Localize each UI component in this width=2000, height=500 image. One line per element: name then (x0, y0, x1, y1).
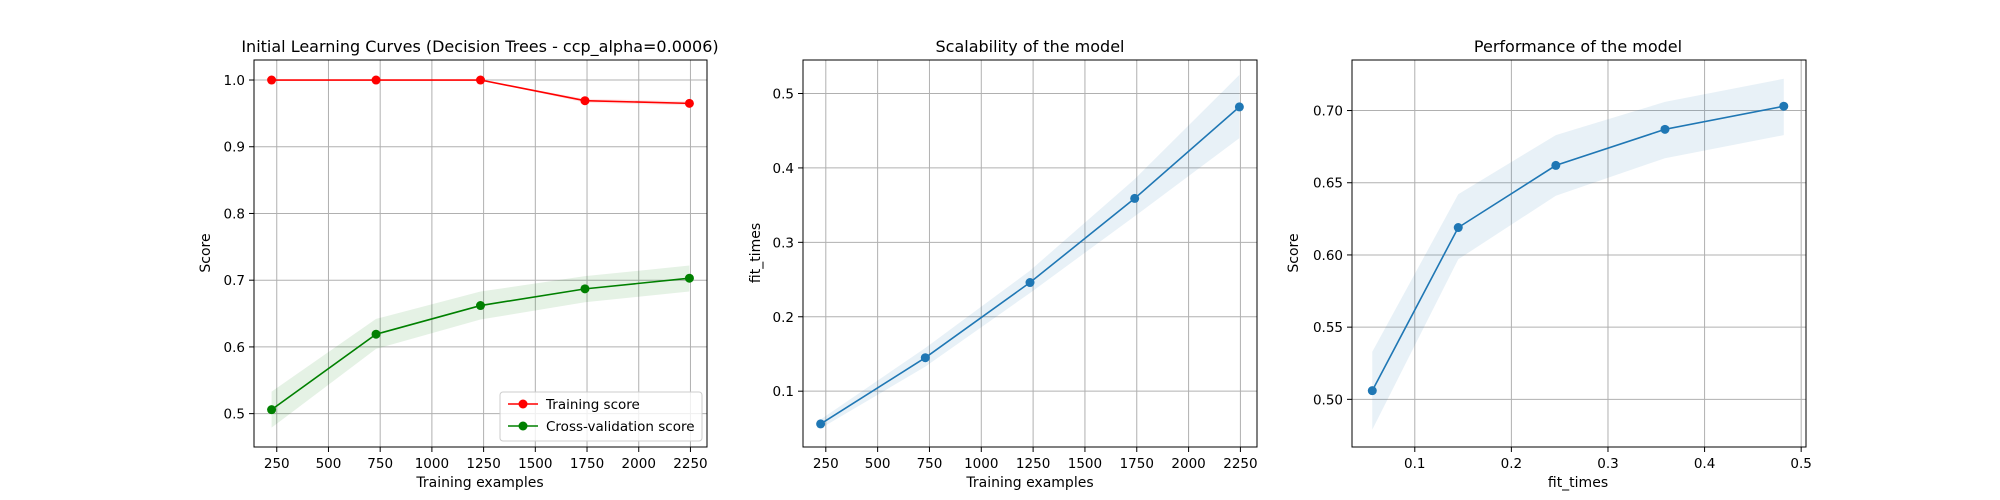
x-tick-label: 750 (917, 456, 943, 472)
chart-3-grid (1352, 60, 1806, 447)
chart-1-yticks: 0.5 0.6 0.7 0.8 0.9 1.0 (224, 73, 254, 423)
series-0-point (920, 353, 930, 363)
series-0-point (684, 98, 694, 108)
series-1-point (476, 301, 485, 311)
y-tick-label: 0.5 (773, 86, 794, 102)
x-tick-label: 250 (264, 456, 290, 472)
x-tick-label: 1250 (466, 456, 500, 472)
series-0-point (1660, 124, 1670, 134)
x-tick-label: 1000 (415, 456, 449, 472)
chart-2-frame (802, 59, 1258, 448)
x-tick-label: 2000 (622, 456, 656, 472)
x-tick-label: 250 (813, 456, 839, 472)
y-tick-label: 0.7 (224, 273, 245, 289)
series-0-point (816, 419, 826, 429)
x-tick-label: 1500 (1068, 456, 1102, 472)
chart-scalability: Scalability of the model 250 500 750 1000 12… (748, 37, 1258, 491)
series-1-point (267, 405, 277, 415)
x-tick-label: 2250 (673, 456, 707, 472)
x-tick-label: 500 (865, 456, 891, 472)
x-tick-label: 0.5 (1790, 456, 1811, 472)
chart-3-xticks: 0.1 0.2 0.3 0.4 0.5 (1404, 447, 1812, 472)
y-tick-label: 0.6 (224, 340, 245, 356)
y-tick-label: 0.8 (224, 206, 245, 222)
chart-1-points (267, 75, 694, 415)
chart-learning-curves: Initial Learning Curves (Decision Trees … (198, 37, 719, 491)
x-tick-label: 2000 (1171, 456, 1205, 472)
chart-1-title: Initial Learning Curves (Decision Trees … (241, 37, 718, 57)
series-0-point (1779, 101, 1789, 111)
chart-3-frame (1351, 59, 1807, 448)
series-1-point (684, 273, 694, 283)
series-0-point (1234, 102, 1244, 112)
chart-1-frame (253, 59, 708, 448)
chart-1-xticks: 250 500 750 1000 1250 1500 1750 2000 2250 (264, 447, 708, 472)
legend-cv-label: Cross-validation score (546, 419, 695, 435)
series-0-band (820, 74, 1240, 429)
chart-2-xticks: 250 500 750 1000 1250 1500 1750 2000 2250 (813, 447, 1258, 472)
chart-3-ylabel: Score (1286, 233, 1302, 272)
series-0-point (1367, 386, 1377, 396)
chart-1-ylabel: Score (198, 233, 214, 272)
x-tick-label: 750 (367, 456, 393, 472)
y-tick-label: 0.1 (773, 384, 794, 400)
x-tick-label: 500 (316, 456, 342, 472)
series-0-point (1453, 223, 1463, 233)
x-tick-label: 1750 (570, 456, 604, 472)
legend-training-label: Training score (545, 397, 640, 413)
legend-cv-marker (518, 421, 528, 431)
chart-1-legend: Training score Cross-validation score (499, 391, 703, 442)
chart-2-grid (803, 60, 1257, 447)
series-0-point (580, 96, 590, 106)
x-tick-label: 1500 (518, 456, 552, 472)
chart-2-yticks: 0.1 0.2 0.3 0.4 0.5 (773, 86, 803, 400)
x-tick-label: 2250 (1223, 456, 1257, 472)
chart-3-title: Performance of the model (1474, 37, 1682, 56)
series-0-point (1025, 278, 1035, 288)
chart-3-xlabel: fit_times (1548, 475, 1608, 491)
legend-box (499, 391, 703, 442)
y-tick-label: 0.50 (1313, 392, 1343, 408)
chart-3-points (1367, 101, 1789, 396)
series-1-point (580, 284, 590, 294)
y-tick-label: 0.4 (773, 161, 794, 177)
x-tick-label: 1250 (1016, 456, 1050, 472)
x-tick-label: 1750 (1120, 456, 1154, 472)
y-tick-label: 0.2 (773, 310, 794, 326)
series-0-point (267, 75, 277, 85)
chart-3-yticks: 0.50 0.55 0.60 0.65 0.70 (1313, 104, 1352, 408)
chart-2-points (816, 102, 1244, 429)
y-tick-label: 0.65 (1313, 176, 1343, 192)
x-tick-label: 0.4 (1694, 456, 1715, 472)
chart-2-ylabel: fit_times (748, 223, 764, 283)
chart-2-bands (820, 74, 1240, 429)
y-tick-label: 0.9 (224, 140, 245, 156)
chart-2-xlabel: Training examples (965, 475, 1093, 491)
chart-performance: Performance of the model 0.1 0.2 0.3 0.4 0.5… (1286, 37, 1812, 491)
x-tick-label: 0.2 (1501, 456, 1522, 472)
series-0-point (1551, 160, 1561, 170)
series-0-point (371, 75, 381, 85)
x-tick-label: 0.3 (1597, 456, 1618, 472)
y-tick-label: 0.3 (773, 235, 794, 251)
y-tick-label: 1.0 (224, 73, 245, 89)
y-tick-label: 0.55 (1313, 320, 1343, 336)
y-tick-label: 0.5 (224, 407, 245, 423)
chart-2-title: Scalability of the model (936, 37, 1125, 56)
chart-1-grid (254, 60, 707, 447)
series-0-point (1130, 193, 1140, 203)
x-tick-label: 0.1 (1404, 456, 1425, 472)
x-tick-label: 1000 (964, 456, 998, 472)
y-tick-label: 0.60 (1313, 248, 1343, 264)
series-0-point (476, 75, 485, 85)
chart-1-xlabel: Training examples (415, 475, 543, 491)
series-1-point (371, 329, 381, 339)
y-tick-label: 0.70 (1313, 104, 1343, 120)
legend-training-marker (518, 399, 528, 409)
